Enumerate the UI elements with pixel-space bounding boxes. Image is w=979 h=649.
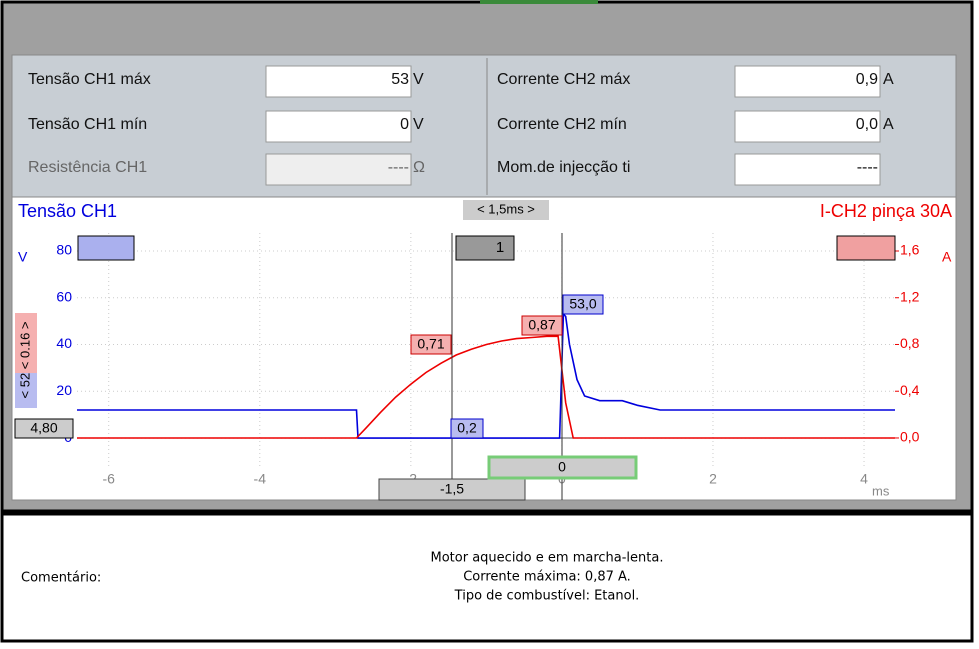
x-axis-label: ms	[872, 483, 890, 498]
input[interactable]	[265, 65, 412, 98]
y2-tick-label: 1,6	[900, 242, 920, 258]
y2-tick-label: 0,0	[900, 429, 920, 445]
row-unit: A	[883, 116, 894, 133]
left-title: Tensão CH1	[18, 201, 117, 221]
tab-active	[480, 0, 598, 4]
button[interactable]	[77, 235, 135, 261]
y-tick-label: 80	[56, 242, 72, 258]
row-value: 0,9	[856, 71, 878, 88]
cursor-value: 0	[558, 459, 566, 475]
marker-label: 0,87	[528, 317, 555, 333]
y-tick-label: 20	[56, 382, 72, 398]
y-tick-label: 60	[56, 288, 72, 304]
row-value: 0,0	[856, 116, 878, 133]
comment-line: Motor aquecido e em marcha-lenta.	[431, 551, 664, 566]
marker-label: 0,2	[457, 420, 477, 436]
panel-rows: Tensão CH1 máx 53 V Corrente CH2 máx 0,9…	[28, 65, 894, 186]
input[interactable]	[734, 65, 881, 98]
y2-tick-label: 1,2	[900, 288, 920, 304]
row-label: Tensão CH1 mín	[28, 116, 147, 133]
input	[265, 153, 412, 186]
scale-button	[15, 313, 37, 373]
scale-value: < 52 < 0.16 >	[17, 322, 32, 399]
marker	[562, 294, 604, 315]
offset-button[interactable]	[14, 418, 74, 439]
marker	[521, 315, 563, 336]
y2-tick-label: 0,4	[900, 382, 920, 398]
marker-label: 0,71	[417, 336, 444, 352]
marker	[410, 334, 452, 355]
offset-value: 4,80	[30, 420, 57, 436]
timebase-button[interactable]	[463, 200, 549, 220]
x-tick-label: -4	[254, 471, 267, 487]
timebase: < 1,5ms >	[477, 201, 535, 216]
cursor-button[interactable]	[378, 478, 526, 501]
x-tick-label: 2	[709, 471, 717, 487]
series-line	[77, 335, 895, 439]
row-label: Corrente CH2 mín	[497, 116, 627, 133]
row-value: ----	[388, 159, 409, 176]
row-value: 0	[400, 116, 409, 133]
button[interactable]	[836, 235, 896, 261]
row-label: Resistência CH1	[28, 159, 147, 176]
marker	[450, 418, 484, 439]
row-label: Corrente CH2 máx	[497, 71, 630, 88]
input[interactable]	[734, 153, 881, 186]
comment-label: Comentário:	[21, 571, 101, 586]
row-unit: V	[413, 71, 424, 88]
y2-tick-label: 0,8	[900, 335, 920, 351]
marker-label: 53,0	[569, 296, 596, 312]
trigger-button[interactable]	[455, 235, 515, 261]
right-title: I-CH2 pinça 30A	[820, 201, 952, 221]
trigger-channel: 1	[496, 239, 504, 256]
comment-line: Tipo de combustível: Etanol.	[454, 589, 640, 604]
row-unit: V	[413, 116, 424, 133]
x-tick-label: 4	[860, 471, 868, 487]
input[interactable]	[734, 110, 881, 143]
cursor-button[interactable]	[487, 455, 638, 480]
row-label: Tensão CH1 máx	[28, 71, 151, 88]
series-line	[77, 312, 895, 439]
row-unit: Ω	[413, 159, 425, 176]
comment-box	[0, 512, 974, 643]
y2-axis-label: A	[942, 249, 952, 265]
input[interactable]	[265, 110, 412, 143]
comment-line: Corrente máxima: 0,87 A.	[463, 570, 631, 585]
cursor-value: -1,5	[440, 481, 464, 497]
x-tick-label: -6	[102, 471, 115, 487]
row-unit: A	[883, 71, 894, 88]
row-value: 53	[391, 71, 409, 88]
y-axis-label: V	[18, 249, 28, 265]
row-label: Mom.de injecção ti	[497, 159, 630, 176]
row-value: ----	[857, 159, 878, 176]
y-tick-label: 40	[56, 335, 72, 351]
